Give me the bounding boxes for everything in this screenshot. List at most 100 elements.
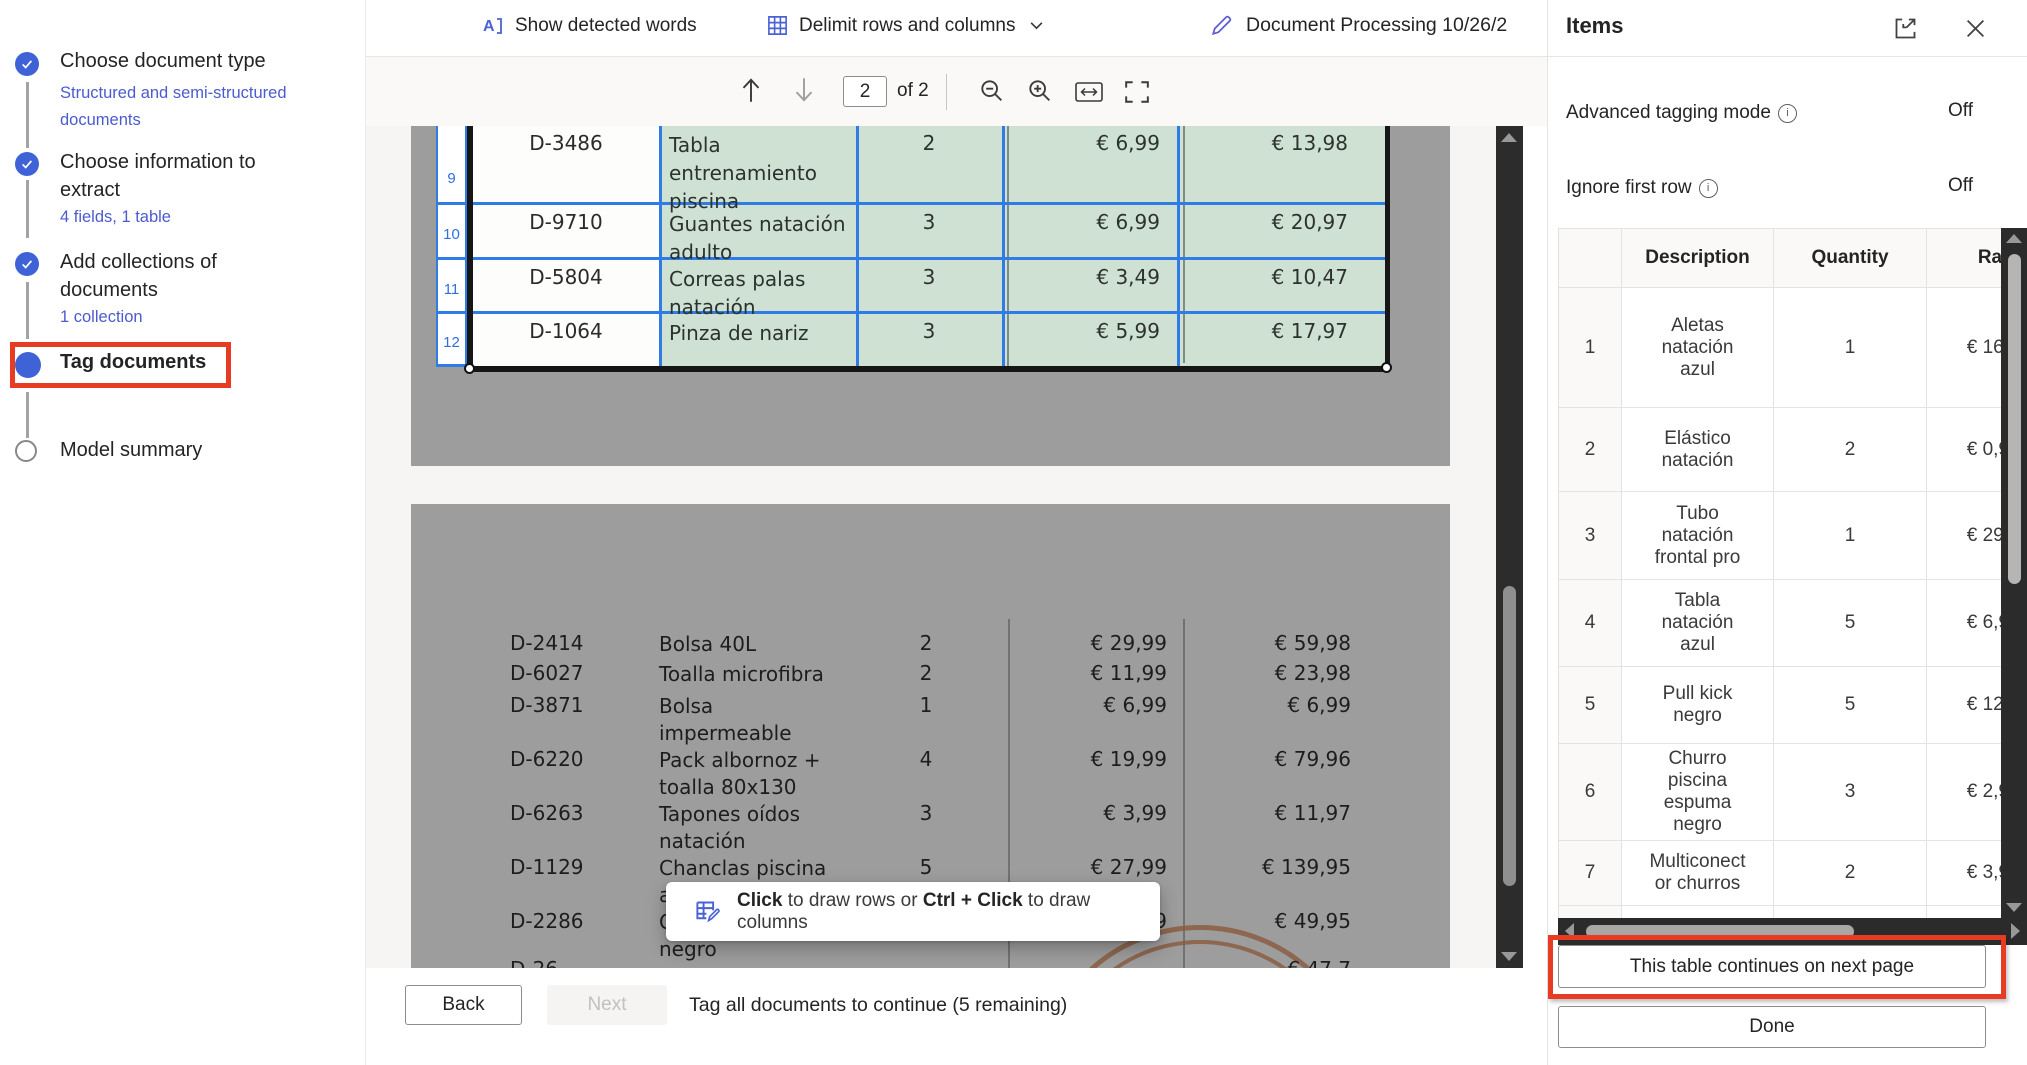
cell-code[interactable]: D-1064: [529, 319, 603, 343]
items-table-row[interactable]: 2 Elástico natación 2 € 0,9: [1559, 408, 2027, 492]
row-description[interactable]: Tabla natación azul: [1622, 580, 1774, 667]
header-description[interactable]: Description: [1622, 229, 1774, 288]
column-delimiter[interactable]: [1002, 126, 1005, 366]
cell-qty[interactable]: 3: [922, 319, 936, 343]
scroll-down-arrow[interactable]: [1501, 952, 1517, 961]
back-button[interactable]: Back: [405, 985, 522, 1025]
row-description[interactable]: Elástico natación: [1622, 408, 1774, 492]
cell-code[interactable]: D-9710: [529, 210, 603, 234]
cell-desc[interactable]: Correas palas natación: [669, 267, 806, 319]
cell-rate[interactable]: € 5,99: [1096, 319, 1160, 343]
items-table-row[interactable]: 5 Pull kick negro 5 € 12,: [1559, 667, 2027, 744]
row-delimiter[interactable]: [473, 257, 1385, 260]
close-panel-button[interactable]: [1962, 15, 1989, 47]
info-icon[interactable]: i: [1777, 103, 1797, 123]
scroll-up-arrow[interactable]: [2006, 234, 2022, 243]
popout-button[interactable]: [1892, 15, 1919, 47]
info-icon[interactable]: i: [1698, 178, 1718, 198]
selection-handle[interactable]: [1381, 362, 1392, 373]
scroll-right-arrow[interactable]: [2011, 923, 2020, 939]
row-quantity[interactable]: 2: [1774, 841, 1927, 906]
items-table-horizontal-scrollbar[interactable]: [1558, 918, 2027, 945]
row-rate[interactable]: € 12,: [1927, 667, 2027, 744]
cell-qty[interactable]: 3: [922, 265, 936, 289]
row-quantity[interactable]: 1: [1774, 492, 1927, 580]
document-viewer[interactable]: 9 10 11 12 D-3486 Tabla en: [366, 126, 1523, 968]
cell-desc[interactable]: Pinza de nariz: [669, 321, 809, 345]
row-description[interactable]: Aletas natación azul: [1622, 288, 1774, 408]
cell-amount[interactable]: € 10,47: [1271, 265, 1348, 289]
row-quantity[interactable]: 5: [1774, 667, 1927, 744]
cell-code[interactable]: D-5804: [529, 265, 603, 289]
cell-desc[interactable]: Tabla entrenamiento piscina: [669, 133, 817, 213]
row-description[interactable]: Churro piscina espuma negro: [1622, 744, 1774, 841]
row-number[interactable]: 10: [443, 226, 460, 243]
cell-desc[interactable]: Guantes natación adulto: [669, 212, 846, 264]
document-title-button[interactable]: Document Processing 10/26/2: [1209, 13, 1547, 38]
scroll-up-arrow[interactable]: [1501, 133, 1517, 142]
row-rate[interactable]: € 3,9: [1927, 841, 2027, 906]
step-sublabel[interactable]: 1 collection: [60, 308, 143, 326]
scroll-thumb[interactable]: [2008, 254, 2021, 584]
table-selection-left-border[interactable]: [467, 126, 473, 372]
cell-amount[interactable]: € 13,98: [1271, 131, 1348, 155]
page-up-button[interactable]: [738, 75, 764, 110]
row-quantity[interactable]: 1: [1774, 288, 1927, 408]
document-page-top[interactable]: 9 10 11 12 D-3486 Tabla en: [411, 126, 1450, 466]
cell-code[interactable]: D-3486: [529, 131, 603, 155]
cell-rate[interactable]: € 6,99: [1096, 210, 1160, 234]
row-rate[interactable]: € 6,9: [1927, 580, 2027, 667]
row-quantity[interactable]: 5: [1774, 580, 1927, 667]
row-rate[interactable]: € 0,9: [1927, 408, 2027, 492]
row-rate[interactable]: € 29,: [1927, 492, 2027, 580]
row-description[interactable]: Multiconect or churros: [1622, 841, 1774, 906]
delimit-rows-columns-button[interactable]: Delimit rows and columns: [766, 14, 1044, 37]
row-delimiter[interactable]: [473, 311, 1385, 314]
row-rate[interactable]: € 16,: [1927, 288, 2027, 408]
header-quantity[interactable]: Quantity: [1774, 229, 1927, 288]
scroll-thumb[interactable]: [1586, 925, 1854, 938]
items-table-row[interactable]: 6 Churro piscina espuma negro 3 € 2,9: [1559, 744, 2027, 841]
column-delimiter[interactable]: [856, 126, 859, 366]
items-table-row[interactable]: 4 Tabla natación azul 5 € 6,9: [1559, 580, 2027, 667]
cell-rate[interactable]: € 3,49: [1096, 265, 1160, 289]
items-table-vertical-scrollbar[interactable]: [2001, 228, 2027, 918]
show-detected-words-button[interactable]: A Show detected words: [481, 14, 697, 38]
row-number[interactable]: 9: [447, 170, 456, 187]
row-quantity[interactable]: 2: [1774, 408, 1927, 492]
scroll-left-arrow[interactable]: [1565, 923, 1574, 939]
items-table-row[interactable]: 3 Tubo natación frontal pro 1 € 29,: [1559, 492, 2027, 580]
fit-width-button[interactable]: [1074, 80, 1104, 109]
cell-qty[interactable]: 2: [922, 131, 936, 155]
viewer-vertical-scrollbar[interactable]: [1496, 126, 1523, 968]
next-button[interactable]: Next: [547, 985, 667, 1025]
cell-amount[interactable]: € 20,97: [1271, 210, 1348, 234]
row-description[interactable]: Tubo natación frontal pro: [1622, 492, 1774, 580]
row-number[interactable]: 11: [443, 281, 460, 298]
scroll-thumb[interactable]: [1503, 586, 1516, 886]
column-delimiter[interactable]: [659, 126, 662, 366]
cell-rate[interactable]: € 6,99: [1096, 131, 1160, 155]
fit-screen-button[interactable]: [1124, 80, 1150, 109]
selection-handle[interactable]: [464, 363, 475, 374]
page-number-input[interactable]: 2: [843, 76, 887, 107]
table-continues-button[interactable]: This table continues on next page: [1558, 945, 1986, 988]
zoom-out-button[interactable]: [978, 77, 1006, 110]
zoom-in-button[interactable]: [1026, 77, 1054, 110]
items-table-row[interactable]: 7 Multiconect or churros 2 € 3,9: [1559, 841, 2027, 906]
row-quantity[interactable]: 3: [1774, 744, 1927, 841]
page-down-button[interactable]: [791, 75, 817, 110]
cell-qty[interactable]: 3: [922, 210, 936, 234]
items-table-row[interactable]: 1 Aletas natación azul 1 € 16,: [1559, 288, 2027, 408]
step-sublabel[interactable]: Structured and semi-structured documents: [60, 84, 287, 129]
row-description[interactable]: Pull kick negro: [1622, 667, 1774, 744]
table-selection-bottom-border[interactable]: [467, 366, 1390, 372]
done-button[interactable]: Done: [1558, 1006, 1986, 1048]
row-number[interactable]: 12: [443, 334, 460, 351]
row-delimiter[interactable]: [473, 202, 1385, 205]
step-sublabel[interactable]: 4 fields, 1 table: [60, 208, 171, 226]
cell-amount[interactable]: € 17,97: [1271, 319, 1348, 343]
table-selection-right-border[interactable]: [1385, 126, 1390, 372]
row-rate[interactable]: € 2,9: [1927, 744, 2027, 841]
scroll-down-arrow[interactable]: [2006, 903, 2022, 912]
